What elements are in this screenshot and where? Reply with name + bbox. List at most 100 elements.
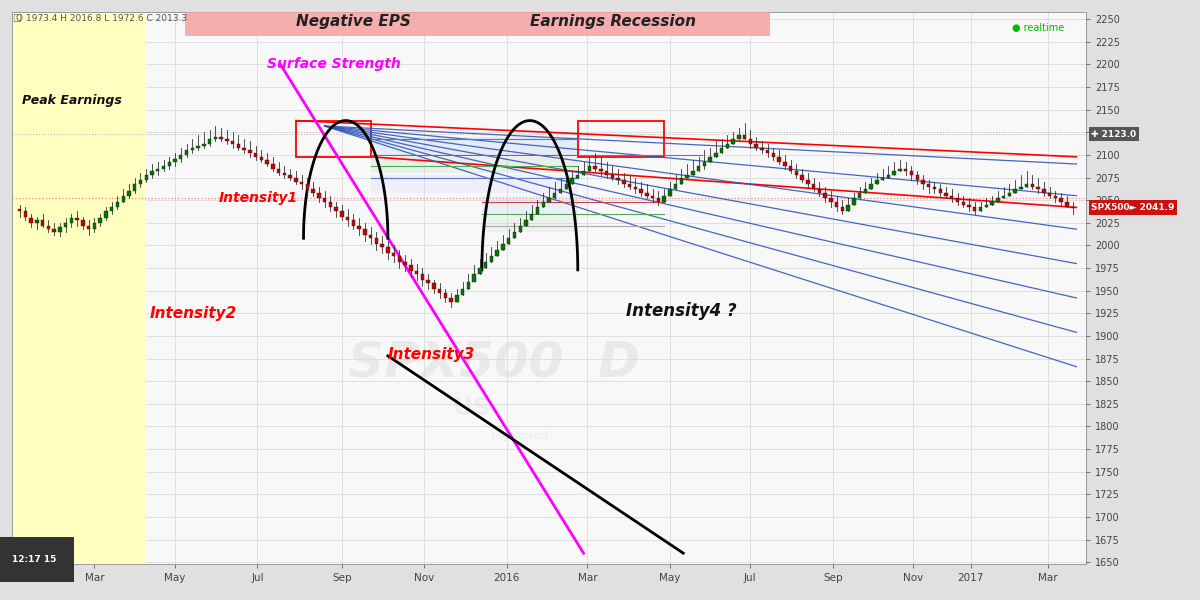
Bar [823,193,827,199]
Bar [806,181,810,184]
Bar [288,175,292,178]
Bar [115,202,119,208]
Bar [938,190,942,193]
Bar [352,220,355,226]
Bar [202,144,205,146]
Bar [185,151,188,155]
Text: SPX500► 2041.9: SPX500► 2041.9 [1091,203,1175,212]
Bar [628,184,631,187]
Bar [296,121,371,157]
Text: ✚ 2123.0: ✚ 2123.0 [1091,130,1136,139]
Bar [1019,187,1022,190]
Bar [133,184,137,191]
Bar [611,175,614,178]
Bar [259,157,263,160]
Bar [371,175,577,193]
Bar [482,215,577,232]
Bar [617,178,619,181]
Bar [110,208,114,211]
Bar [955,199,959,202]
Bar [265,160,269,164]
Bar [397,256,401,262]
Bar [409,265,413,271]
Bar [984,205,988,208]
Bar [582,171,586,175]
Bar [59,227,61,232]
Bar [870,184,872,190]
Bar [1008,193,1012,196]
Bar [812,184,815,190]
Bar [371,157,577,173]
Bar [144,175,148,181]
Bar [53,229,56,232]
Bar [479,268,481,274]
Bar [577,121,664,157]
Bar [755,144,758,148]
Bar [208,139,211,144]
Bar [760,148,763,151]
Bar [277,169,281,173]
Text: SPX500  D: SPX500 D [348,339,640,387]
Bar [173,158,176,162]
Bar [841,208,844,211]
Bar [197,146,199,148]
Bar [928,184,930,187]
Bar [899,169,901,171]
Bar [835,202,839,208]
Bar [98,218,102,223]
Bar [150,171,154,175]
Bar [703,162,706,166]
Bar [86,226,90,229]
Bar [547,199,551,202]
Bar [506,238,510,244]
Text: Surface Strength: Surface Strength [268,58,401,71]
Bar [910,171,913,175]
Bar [162,166,166,169]
Bar [92,223,96,229]
Bar [450,298,452,302]
Bar [990,202,994,205]
Bar [346,217,349,220]
Bar [881,178,884,181]
Bar [35,220,38,223]
Bar [1037,187,1039,190]
Bar [772,153,775,157]
Bar [380,244,384,247]
Bar [421,274,424,280]
Bar [720,148,724,153]
Bar [979,208,983,211]
Bar [599,169,602,171]
Bar [139,181,143,184]
Bar [564,184,568,190]
Bar [1070,207,1074,208]
Bar [749,139,752,144]
Bar [24,211,28,217]
Bar [415,271,419,274]
Bar [294,178,298,182]
Bar [168,162,170,166]
Bar [467,281,470,289]
Bar [438,289,442,293]
Bar [646,193,648,196]
Bar [685,175,689,178]
Bar [916,175,919,181]
Text: O 1973.4 H 2016.8 L 1972.6 C 2013.3: O 1973.4 H 2016.8 L 1972.6 C 2013.3 [16,14,187,23]
Bar [656,199,660,202]
Text: Negative EPS: Negative EPS [296,14,410,29]
Bar [323,199,326,202]
Bar [887,175,890,178]
Bar [455,295,458,302]
Text: ☐: ☐ [12,14,20,24]
Bar [697,166,701,171]
Bar [679,178,683,184]
Bar [518,226,522,232]
Bar [364,229,367,235]
Bar [622,181,625,184]
Text: 12:17 15: 12:17 15 [12,555,56,564]
Bar [236,144,240,148]
Bar [593,166,596,169]
Bar [852,199,856,205]
Bar [220,137,223,139]
Bar [1002,196,1006,199]
Bar [893,171,896,175]
